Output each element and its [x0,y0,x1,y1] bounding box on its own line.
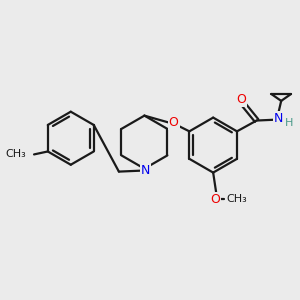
Text: CH₃: CH₃ [226,194,247,204]
Text: N: N [141,164,150,177]
Text: O: O [210,193,220,206]
Text: N: N [274,112,283,125]
Text: O: O [169,116,178,129]
Text: O: O [236,93,246,106]
Text: H: H [285,118,293,128]
Text: CH₃: CH₃ [5,149,26,159]
